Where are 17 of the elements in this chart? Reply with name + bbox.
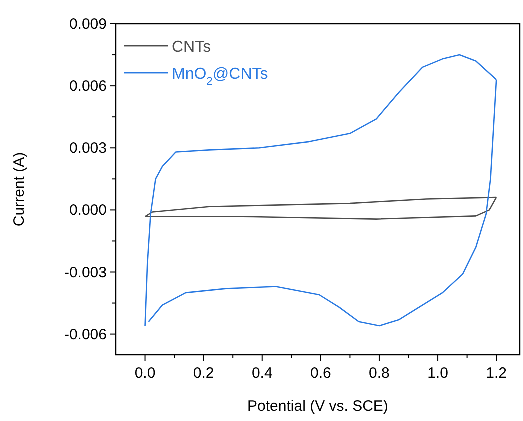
x-tick-label: 0.0 [134, 365, 156, 382]
legend-label: MnO$_{2}$@CNTs [172, 66, 268, 88]
y-tick-label: -0.006 [64, 326, 107, 344]
y-tick-label: 0.000 [69, 202, 107, 220]
y-tick-label: 0.006 [69, 78, 107, 96]
x-tick-label: 0.6 [310, 365, 332, 382]
y-tick-label: 0.003 [69, 140, 107, 158]
y-axis-title: Current (A) [11, 152, 28, 227]
x-tick-label: 1.0 [428, 365, 448, 382]
x-tick-label: 0.2 [193, 365, 214, 382]
y-tick-label: 0.009 [69, 16, 107, 33]
x-axis-title: Potential (V vs. SCE) [248, 398, 388, 415]
legend-label: CNTs [172, 39, 212, 56]
x-tick-label: 0.8 [369, 365, 390, 382]
x-tick-label: 1.2 [486, 365, 508, 382]
y-tick-label: -0.003 [64, 264, 107, 282]
x-tick-label: 0.4 [252, 365, 273, 382]
